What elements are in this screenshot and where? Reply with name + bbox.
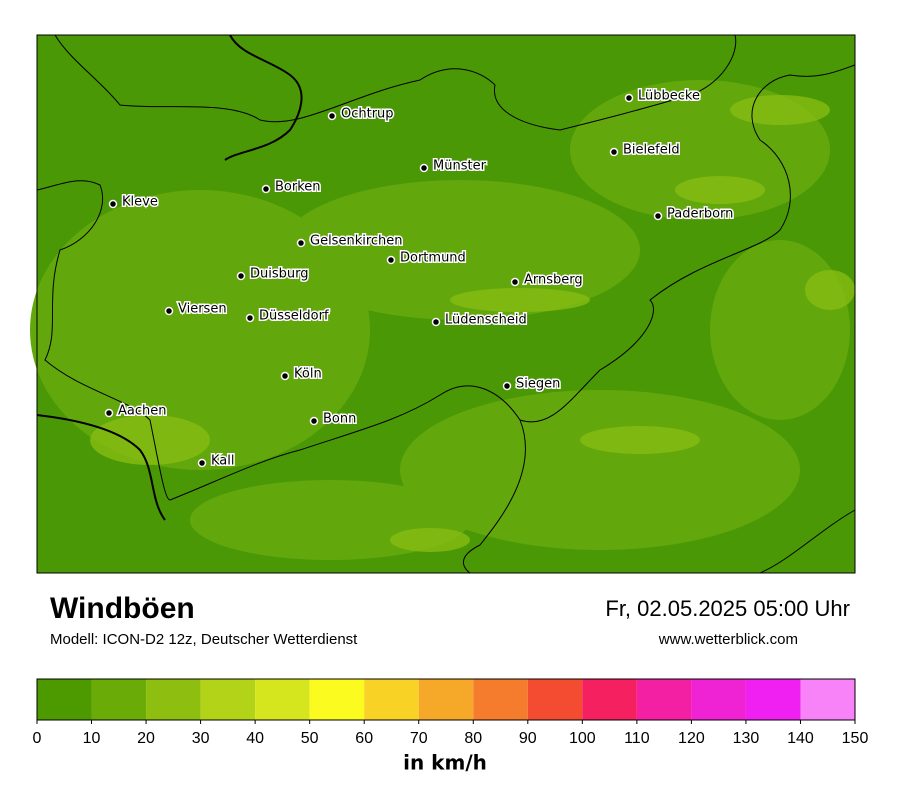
city-label: Ochtrup bbox=[341, 107, 394, 122]
colorbar-segment bbox=[146, 679, 201, 720]
city-label: Düsseldorf bbox=[259, 309, 329, 324]
colorbar-segment bbox=[582, 679, 637, 720]
colorbar-tick-label: 20 bbox=[137, 730, 155, 747]
colorbar-tick-label: 50 bbox=[301, 730, 319, 747]
city-dot bbox=[386, 255, 396, 265]
colorbar-tick-label: 110 bbox=[624, 730, 650, 747]
datetime: Fr, 02.05.2025 05:00 Uhr bbox=[605, 596, 850, 621]
colorbar-tick-label: 150 bbox=[842, 730, 869, 747]
gust-peaks bbox=[90, 95, 855, 552]
country-border bbox=[36, 414, 166, 521]
city-label: Aachen bbox=[118, 404, 166, 419]
city-dot bbox=[261, 184, 271, 194]
colorbar-segment bbox=[473, 679, 528, 720]
city-dot bbox=[197, 458, 207, 468]
colorbar-segment bbox=[691, 679, 746, 720]
colorbar: 0 10 20 30 40 50 60 70 80 90 100 110 120 130 140 150 bbox=[33, 678, 869, 747]
city-dot bbox=[624, 93, 634, 103]
title: Windböen bbox=[50, 592, 195, 625]
city-label: Viersen bbox=[178, 302, 227, 317]
city-layer: Lübbecke Ochtrup Bielefeld Münster Borken Kle… bbox=[104, 87, 735, 470]
city-label: Dortmund bbox=[400, 251, 466, 266]
colorbar-segment bbox=[800, 679, 855, 720]
city-label: Borken bbox=[275, 180, 321, 195]
city-dot bbox=[502, 381, 512, 391]
city-label: Köln bbox=[294, 367, 322, 382]
map-frame bbox=[36, 34, 856, 574]
city-label: Bielefeld bbox=[623, 143, 680, 158]
city-label: Bonn bbox=[323, 412, 356, 427]
city-dot bbox=[104, 408, 114, 418]
colorbar-segment bbox=[527, 679, 583, 720]
city-dot bbox=[296, 238, 306, 248]
city-dot bbox=[327, 111, 337, 121]
city-label: Münster bbox=[433, 159, 487, 174]
model-info: Modell: ICON-D2 12z, Deutscher Wetterdie… bbox=[50, 631, 358, 648]
city-label: Paderborn bbox=[667, 207, 733, 222]
city-dot bbox=[510, 277, 520, 287]
colorbar-segment bbox=[745, 679, 801, 720]
city-dot bbox=[309, 416, 319, 426]
colorbar-tick-label: 10 bbox=[83, 730, 101, 747]
colorbar-segment bbox=[200, 679, 256, 720]
website: www.wetterblick.com bbox=[658, 631, 798, 648]
city-dot bbox=[419, 163, 429, 173]
city-dot bbox=[280, 371, 290, 381]
state-border bbox=[224, 34, 303, 161]
colorbar-tick-label: 40 bbox=[246, 730, 264, 747]
colorbar-tick-label: 70 bbox=[410, 730, 428, 747]
city-dot bbox=[236, 271, 246, 281]
colorbar-tick-label: 120 bbox=[678, 730, 705, 747]
city-dot bbox=[653, 211, 663, 221]
colorbar-unit: in km/h bbox=[403, 751, 487, 775]
colorbar-tick-label: 100 bbox=[569, 730, 596, 747]
colorbar-segment bbox=[37, 679, 92, 720]
city-dot bbox=[245, 313, 255, 323]
colorbar-tick-label: 60 bbox=[355, 730, 373, 747]
city-label: Kall bbox=[211, 454, 235, 469]
map: Lübbecke Ochtrup Bielefeld Münster Borken Kle… bbox=[30, 34, 856, 574]
colorbar-tick-label: 80 bbox=[464, 730, 482, 747]
colorbar-tick-label: 130 bbox=[733, 730, 760, 747]
city-label: Duisburg bbox=[250, 267, 309, 282]
colorbar-segment bbox=[364, 679, 419, 720]
colorbar-frame bbox=[36, 678, 856, 721]
colorbar-segment bbox=[255, 679, 310, 720]
colorbar-segment bbox=[418, 679, 474, 720]
city-label: Arnsberg bbox=[524, 273, 583, 288]
colorbar-segment bbox=[636, 679, 692, 720]
borders bbox=[36, 34, 856, 574]
colorbar-tick-label: 90 bbox=[519, 730, 537, 747]
colorbar-tick-label: 30 bbox=[192, 730, 210, 747]
city-label: Siegen bbox=[516, 377, 560, 392]
city-dot bbox=[609, 147, 619, 157]
city-dot bbox=[164, 306, 174, 316]
city-label: Kleve bbox=[122, 195, 158, 210]
city-dot bbox=[108, 199, 118, 209]
city-label: Lübbecke bbox=[638, 89, 700, 104]
colorbar-segment bbox=[309, 679, 365, 720]
colorbar-tick-label: 0 bbox=[33, 730, 42, 747]
colorbar-tick-label: 140 bbox=[787, 730, 814, 747]
city-label: Gelsenkirchen bbox=[310, 234, 403, 249]
colorbar-segment bbox=[91, 679, 147, 720]
city-dot bbox=[431, 317, 441, 327]
city-label: Lüdenscheid bbox=[445, 313, 527, 328]
